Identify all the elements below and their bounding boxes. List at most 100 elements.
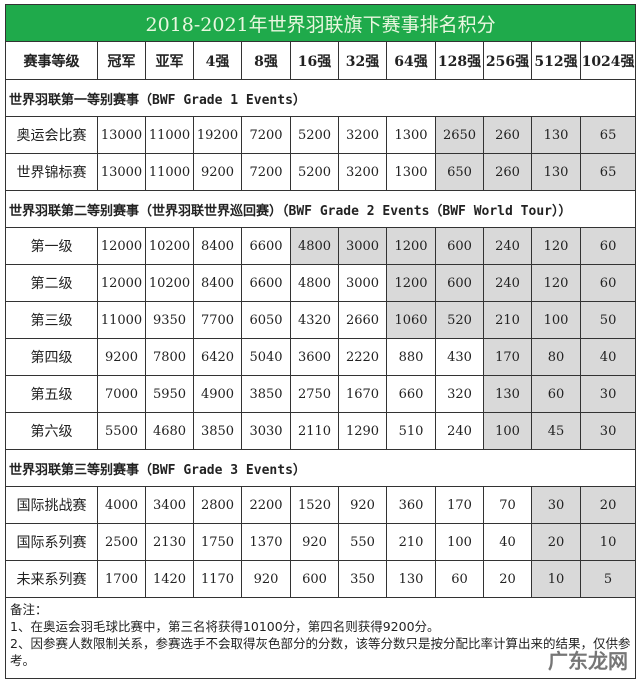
points-cell: 4000: [97, 486, 146, 524]
column-header: 4强: [193, 41, 242, 80]
points-cell: 9350: [145, 301, 194, 339]
points-cell: 520: [435, 301, 484, 339]
points-cell: 65: [579, 153, 637, 191]
points-cell: 240: [483, 264, 532, 302]
points-cell: 5040: [241, 338, 291, 376]
points-cell: 130: [531, 153, 581, 191]
section-label: 世界羽联第一等别赛事: [9, 92, 140, 108]
event-name: 国际挑战赛: [5, 486, 98, 524]
table-row: 第三级 11000 9350 7700 6050 4320 2660 1060 520 210 10…: [5, 301, 637, 339]
points-cell: 6600: [241, 264, 291, 302]
note-line: 2、因参赛人数限制关系，参赛选手不会取得灰色部分的分数，该等分数只是按分配比率计…: [10, 636, 631, 668]
points-cell: 7200: [241, 116, 291, 154]
points-cell: 9200: [193, 153, 242, 191]
column-header: 赛事等级: [5, 41, 98, 80]
notes-heading: 备注：: [10, 602, 48, 617]
table-row: 世界锦标赛 13000 11000 9200 7200 5200 3200 1300 650 26…: [5, 153, 637, 191]
points-cell: 80: [531, 338, 581, 376]
points-cell: 1420: [145, 560, 194, 598]
table-row: 第五级 7000 5950 4900 3850 2750 1670 660 320 130 60 30: [5, 375, 637, 413]
points-cell: 550: [338, 523, 387, 561]
points-cell: 430: [435, 338, 484, 376]
points-cell: 4900: [193, 375, 242, 413]
points-cell: 9200: [97, 338, 146, 376]
points-cell: 1750: [193, 523, 242, 561]
section-row: 世界羽联第一等别赛事（BWF Grade 1 Events）: [4, 79, 637, 117]
points-cell: 60: [579, 227, 637, 265]
points-cell: 1200: [386, 264, 436, 302]
points-cell: 210: [483, 301, 532, 339]
points-cell: 2110: [290, 412, 339, 450]
points-cell: 880: [386, 338, 436, 376]
points-cell: 13000: [97, 153, 146, 191]
table-row: 未来系列赛 1700 1420 1170 920 600 350 130 60 20 10 5: [5, 560, 637, 598]
points-cell: 600: [435, 264, 484, 302]
points-cell: 2500: [97, 523, 146, 561]
points-cell: 1290: [338, 412, 387, 450]
table-title: 2018-2021年世界羽联旗下赛事排名积分: [4, 4, 637, 42]
section-label-en: （BWF Grade 3 Events）: [139, 462, 306, 478]
points-cell: 19200: [193, 116, 242, 154]
points-cell: 10: [579, 523, 637, 561]
event-name: 第六级: [5, 412, 98, 450]
points-cell: 60: [435, 560, 484, 598]
notes: 备注： 1、在奥运会羽毛球比赛中，第三名将获得10100分，第四名则获得9200分…: [4, 597, 637, 679]
points-cell: 11000: [145, 153, 194, 191]
points-cell: 40: [483, 523, 532, 561]
event-name: 第五级: [5, 375, 98, 413]
note-line: 1、在奥运会羽毛球比赛中，第三名将获得10100分，第四名则获得9200分。: [10, 619, 440, 634]
points-cell: 30: [531, 486, 581, 524]
points-cell: 12000: [97, 227, 146, 265]
section-label: 世界羽联第二等别赛事（世界羽联世界巡回赛）: [9, 203, 283, 219]
points-cell: 5500: [97, 412, 146, 450]
event-name: 奥运会比赛: [5, 116, 98, 154]
ranking-points-table: 2018-2021年世界羽联旗下赛事排名积分 赛事等级 冠军 亚军 4强 8强 16强 32…: [4, 4, 637, 679]
table-row: 第一级 12000 10200 8400 6600 4800 3000 1200 600 240 1…: [5, 227, 637, 265]
column-header: 冠军: [97, 41, 146, 80]
points-cell: 130: [483, 375, 532, 413]
points-cell: 7700: [193, 301, 242, 339]
points-cell: 3850: [193, 412, 242, 450]
points-cell: 210: [386, 523, 436, 561]
points-cell: 120: [531, 227, 581, 265]
points-cell: 10200: [145, 227, 194, 265]
points-cell: 3850: [241, 375, 291, 413]
points-cell: 100: [531, 301, 581, 339]
points-cell: 920: [338, 486, 387, 524]
points-cell: 40: [579, 338, 637, 376]
points-cell: 4800: [290, 227, 339, 265]
points-cell: 8400: [193, 264, 242, 302]
points-cell: 6050: [241, 301, 291, 339]
points-cell: 5: [579, 560, 637, 598]
points-cell: 30: [579, 412, 637, 450]
points-cell: 350: [338, 560, 387, 598]
points-cell: 600: [435, 227, 484, 265]
points-cell: 170: [435, 486, 484, 524]
section-heading: 世界羽联第二等别赛事（世界羽联世界巡回赛）（BWF Grade 2 Events…: [4, 190, 637, 228]
points-cell: 10200: [145, 264, 194, 302]
points-cell: 130: [386, 560, 436, 598]
column-header: 亚军: [145, 41, 194, 80]
points-cell: 5200: [290, 116, 339, 154]
points-cell: 2660: [338, 301, 387, 339]
points-cell: 20: [531, 523, 581, 561]
section-heading: 世界羽联第三等别赛事（BWF Grade 3 Events）: [4, 449, 637, 487]
points-cell: 920: [290, 523, 339, 561]
points-cell: 30: [579, 375, 637, 413]
points-cell: 60: [531, 375, 581, 413]
notes-row: 备注： 1、在奥运会羽毛球比赛中，第三名将获得10100分，第四名则获得9200分…: [4, 597, 637, 679]
points-cell: 65: [579, 116, 637, 154]
section-label-en: （BWF Grade 2 Events（BWF World Tour））: [282, 203, 572, 219]
column-header: 128强: [435, 41, 484, 80]
points-cell: 11000: [97, 301, 146, 339]
points-cell: 120: [531, 264, 581, 302]
event-name: 第四级: [5, 338, 98, 376]
event-name: 未来系列赛: [5, 560, 98, 598]
points-cell: 1060: [386, 301, 436, 339]
points-cell: 3200: [338, 153, 387, 191]
points-cell: 130: [531, 116, 581, 154]
column-header: 8强: [241, 41, 291, 80]
points-cell: 3600: [290, 338, 339, 376]
column-header: 32强: [338, 41, 387, 80]
points-cell: 7000: [97, 375, 146, 413]
